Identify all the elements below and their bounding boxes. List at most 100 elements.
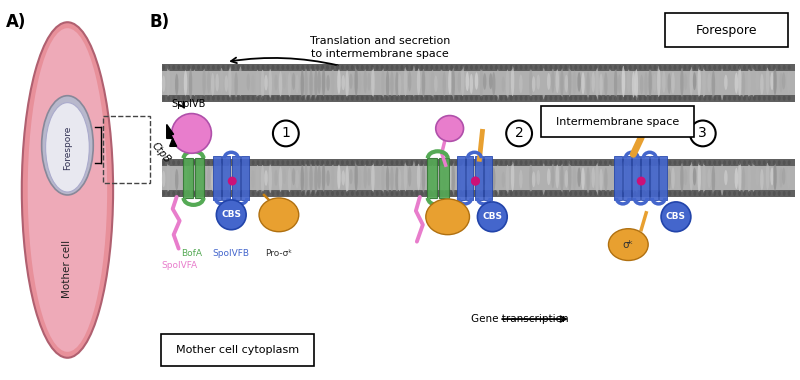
Ellipse shape	[619, 160, 622, 165]
Ellipse shape	[376, 73, 379, 92]
Ellipse shape	[708, 191, 711, 196]
Ellipse shape	[766, 163, 770, 190]
Ellipse shape	[381, 160, 384, 165]
Bar	[194, 158, 205, 198]
Ellipse shape	[669, 191, 671, 196]
Text: Mother cell: Mother cell	[62, 241, 73, 298]
Ellipse shape	[401, 96, 403, 101]
Ellipse shape	[371, 67, 374, 98]
Ellipse shape	[415, 96, 418, 101]
Ellipse shape	[246, 169, 250, 186]
FancyBboxPatch shape	[665, 13, 788, 47]
Ellipse shape	[257, 160, 259, 165]
Bar	[650, 156, 658, 200]
Ellipse shape	[657, 66, 661, 97]
Ellipse shape	[370, 65, 374, 70]
Ellipse shape	[514, 160, 518, 165]
Ellipse shape	[177, 160, 180, 165]
Ellipse shape	[455, 160, 458, 165]
Ellipse shape	[480, 67, 483, 98]
Ellipse shape	[515, 74, 518, 94]
Ellipse shape	[657, 162, 661, 192]
Ellipse shape	[671, 167, 674, 189]
Ellipse shape	[683, 96, 686, 101]
Ellipse shape	[483, 73, 486, 90]
Ellipse shape	[760, 169, 764, 190]
Ellipse shape	[386, 65, 389, 70]
Ellipse shape	[638, 160, 642, 165]
Ellipse shape	[485, 191, 488, 196]
Ellipse shape	[773, 65, 776, 70]
Ellipse shape	[386, 160, 389, 165]
Ellipse shape	[738, 160, 741, 165]
Ellipse shape	[742, 167, 746, 193]
Ellipse shape	[644, 72, 648, 97]
Ellipse shape	[381, 96, 384, 101]
Ellipse shape	[460, 96, 463, 101]
Ellipse shape	[207, 65, 210, 70]
Ellipse shape	[760, 74, 764, 95]
Ellipse shape	[770, 72, 774, 90]
Ellipse shape	[604, 72, 607, 97]
Ellipse shape	[461, 66, 465, 96]
Ellipse shape	[683, 160, 686, 165]
Ellipse shape	[398, 169, 402, 191]
Ellipse shape	[618, 74, 622, 93]
Ellipse shape	[787, 71, 790, 93]
Ellipse shape	[381, 68, 385, 98]
Ellipse shape	[292, 168, 295, 185]
Ellipse shape	[172, 96, 175, 101]
Ellipse shape	[264, 75, 268, 90]
Ellipse shape	[217, 96, 220, 101]
Text: A): A)	[6, 13, 26, 31]
Ellipse shape	[172, 65, 175, 70]
Ellipse shape	[599, 65, 602, 70]
Ellipse shape	[361, 96, 364, 101]
Bar	[241, 156, 249, 200]
Ellipse shape	[568, 66, 571, 97]
Ellipse shape	[182, 65, 185, 70]
Ellipse shape	[678, 160, 682, 165]
Ellipse shape	[649, 160, 652, 165]
Ellipse shape	[778, 160, 781, 165]
Ellipse shape	[242, 65, 245, 70]
Ellipse shape	[505, 191, 508, 196]
Ellipse shape	[367, 73, 370, 91]
Ellipse shape	[220, 68, 223, 94]
Bar	[103, 116, 150, 183]
Ellipse shape	[678, 65, 682, 70]
Ellipse shape	[729, 166, 732, 189]
Ellipse shape	[475, 96, 478, 101]
Ellipse shape	[242, 96, 245, 101]
Ellipse shape	[568, 161, 571, 192]
Ellipse shape	[778, 96, 781, 101]
Ellipse shape	[460, 65, 463, 70]
Ellipse shape	[658, 65, 662, 70]
Ellipse shape	[525, 160, 527, 165]
Ellipse shape	[539, 96, 542, 101]
Ellipse shape	[386, 166, 390, 194]
Ellipse shape	[584, 160, 587, 165]
Ellipse shape	[269, 69, 272, 98]
Ellipse shape	[237, 191, 240, 196]
Ellipse shape	[495, 96, 498, 101]
Text: CBS: CBS	[666, 212, 686, 221]
Ellipse shape	[412, 66, 415, 97]
Ellipse shape	[555, 69, 559, 93]
Ellipse shape	[296, 96, 299, 101]
Ellipse shape	[257, 96, 259, 101]
Ellipse shape	[197, 160, 200, 165]
Ellipse shape	[654, 96, 657, 101]
Ellipse shape	[753, 160, 756, 165]
Ellipse shape	[193, 70, 196, 96]
Ellipse shape	[688, 160, 691, 165]
Ellipse shape	[614, 65, 617, 70]
Ellipse shape	[448, 70, 451, 95]
Ellipse shape	[282, 73, 286, 89]
Ellipse shape	[619, 96, 622, 101]
Ellipse shape	[723, 65, 726, 70]
Ellipse shape	[564, 65, 567, 70]
Ellipse shape	[748, 65, 751, 70]
Ellipse shape	[649, 163, 652, 192]
Ellipse shape	[243, 168, 246, 188]
